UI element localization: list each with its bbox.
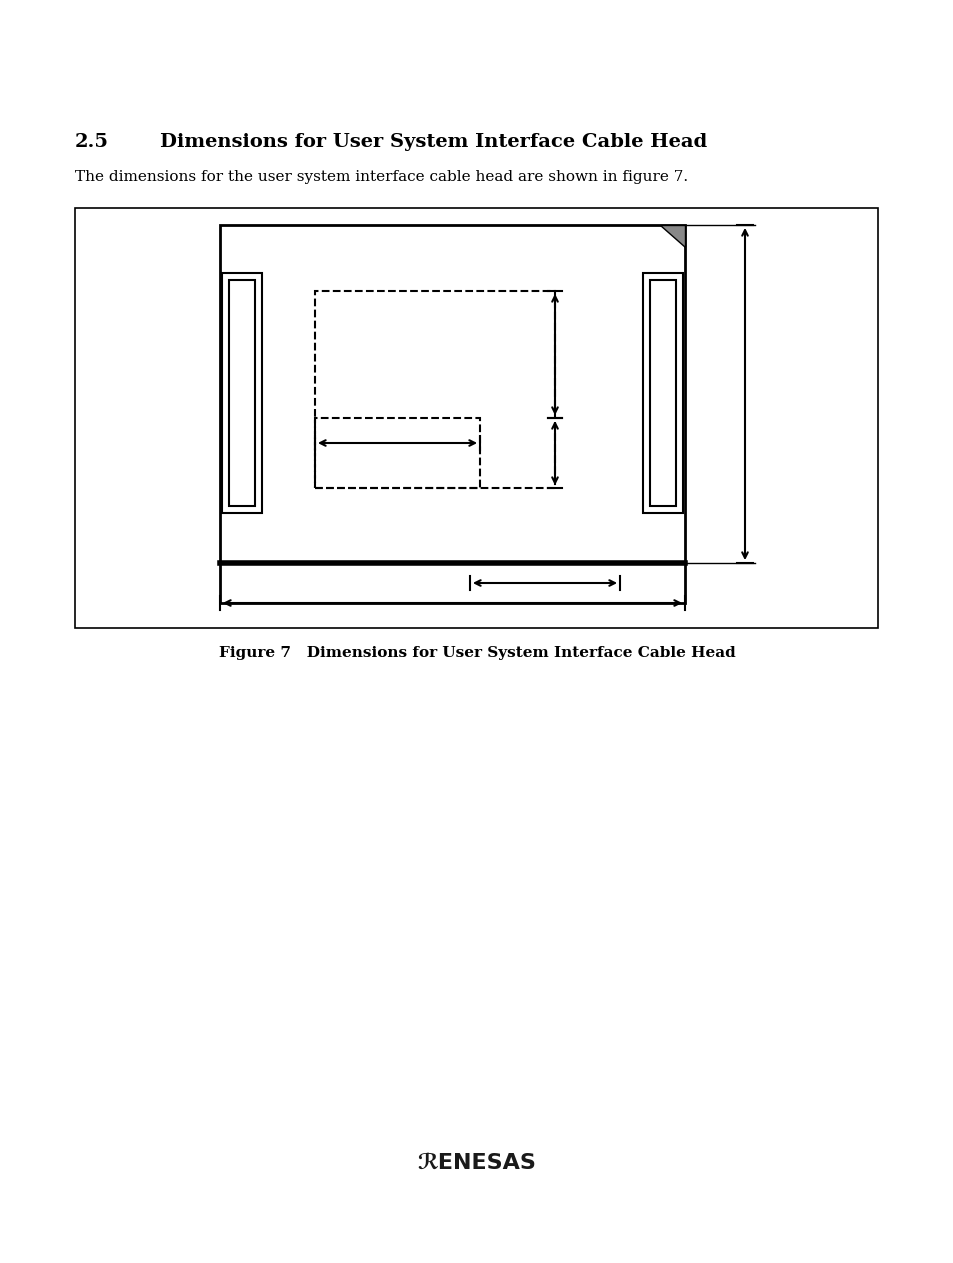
Bar xyxy=(314,290,555,488)
Bar xyxy=(220,225,684,563)
Text: ℛENESAS: ℛENESAS xyxy=(417,1153,536,1173)
Text: The dimensions for the user system interface cable head are shown in figure 7.: The dimensions for the user system inter… xyxy=(75,171,687,184)
Text: Figure 7   Dimensions for User System Interface Cable Head: Figure 7 Dimensions for User System Inte… xyxy=(218,645,735,661)
Bar xyxy=(222,273,262,513)
Polygon shape xyxy=(659,225,684,248)
Text: Dimensions for User System Interface Cable Head: Dimensions for User System Interface Cab… xyxy=(160,133,706,152)
Bar xyxy=(649,280,676,506)
Bar xyxy=(229,280,254,506)
Bar xyxy=(642,273,682,513)
Bar xyxy=(314,418,479,488)
Bar xyxy=(220,563,684,602)
Bar xyxy=(75,208,877,628)
Text: 2.5: 2.5 xyxy=(75,133,109,152)
